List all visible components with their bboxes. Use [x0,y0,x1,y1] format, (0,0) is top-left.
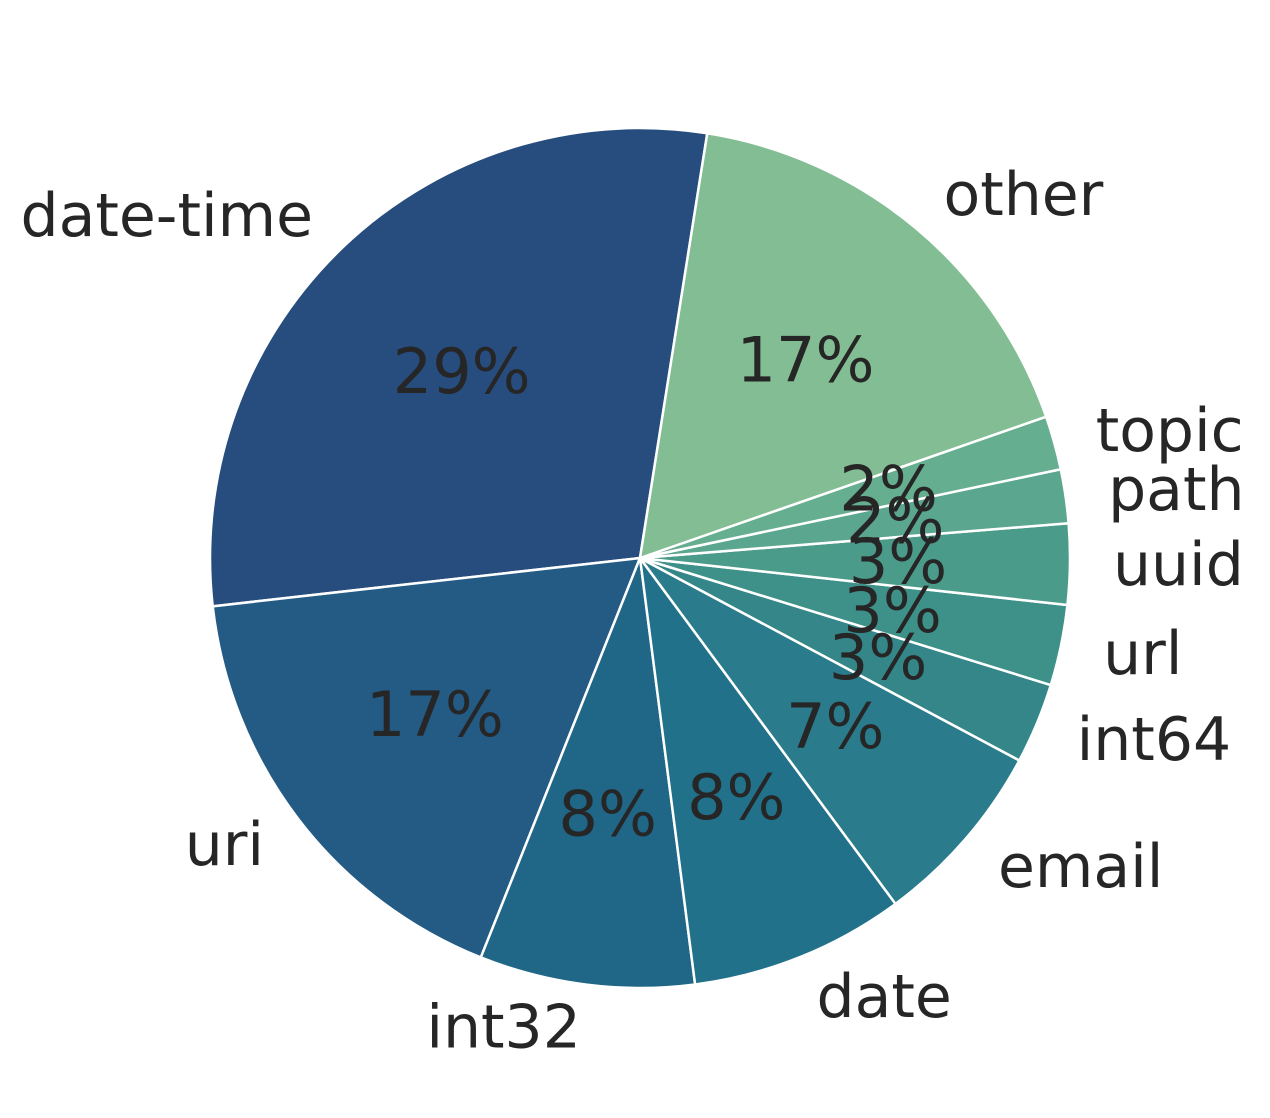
pct-label-date: 8% [687,761,785,834]
percent-labels: 29%17%8% 8%7%3%3%3%2%2%17% [366,324,947,851]
pct-label-email: 7% [786,690,884,763]
pie-slice-date-time [208,126,709,608]
category-label-int64: int64 [1077,705,1232,775]
pie-slices [208,126,1072,990]
category-label-uuid: uuid [1113,530,1244,600]
pct-label-path: 2% [846,484,944,557]
pct-label-uri: 17% [366,678,504,751]
category-label-topic: topic [1096,396,1244,466]
pct-label-url: 3% [843,574,941,647]
pct-label-uuid: 3% [849,525,947,598]
pct-label-int32: 8% [559,778,657,851]
category-label-int32: int32 [426,992,581,1062]
category-label-other: other [944,160,1104,230]
pie-slice-other [638,132,1048,560]
category-label-uri: uri [185,810,264,880]
pct-label-other: 17% [737,324,875,397]
category-label-url: url [1103,619,1182,689]
pie-slice-int32 [479,556,697,990]
pct-label-topic: 2% [839,452,937,525]
pie-slice-uri [211,556,642,959]
pie-slice-email [638,556,1021,906]
pie-slice-date [638,556,897,986]
category-label-path: path [1108,455,1244,525]
pct-label-date-time: 29% [393,335,531,408]
category-label-email: email [998,832,1163,902]
category-label-date: date [817,962,952,1032]
category-label-date-time: date-time [21,181,314,251]
pct-label-int64: 3% [829,621,927,694]
category-labels: date-time uri int32 date email int64 url uuidpa… [21,160,1245,1062]
